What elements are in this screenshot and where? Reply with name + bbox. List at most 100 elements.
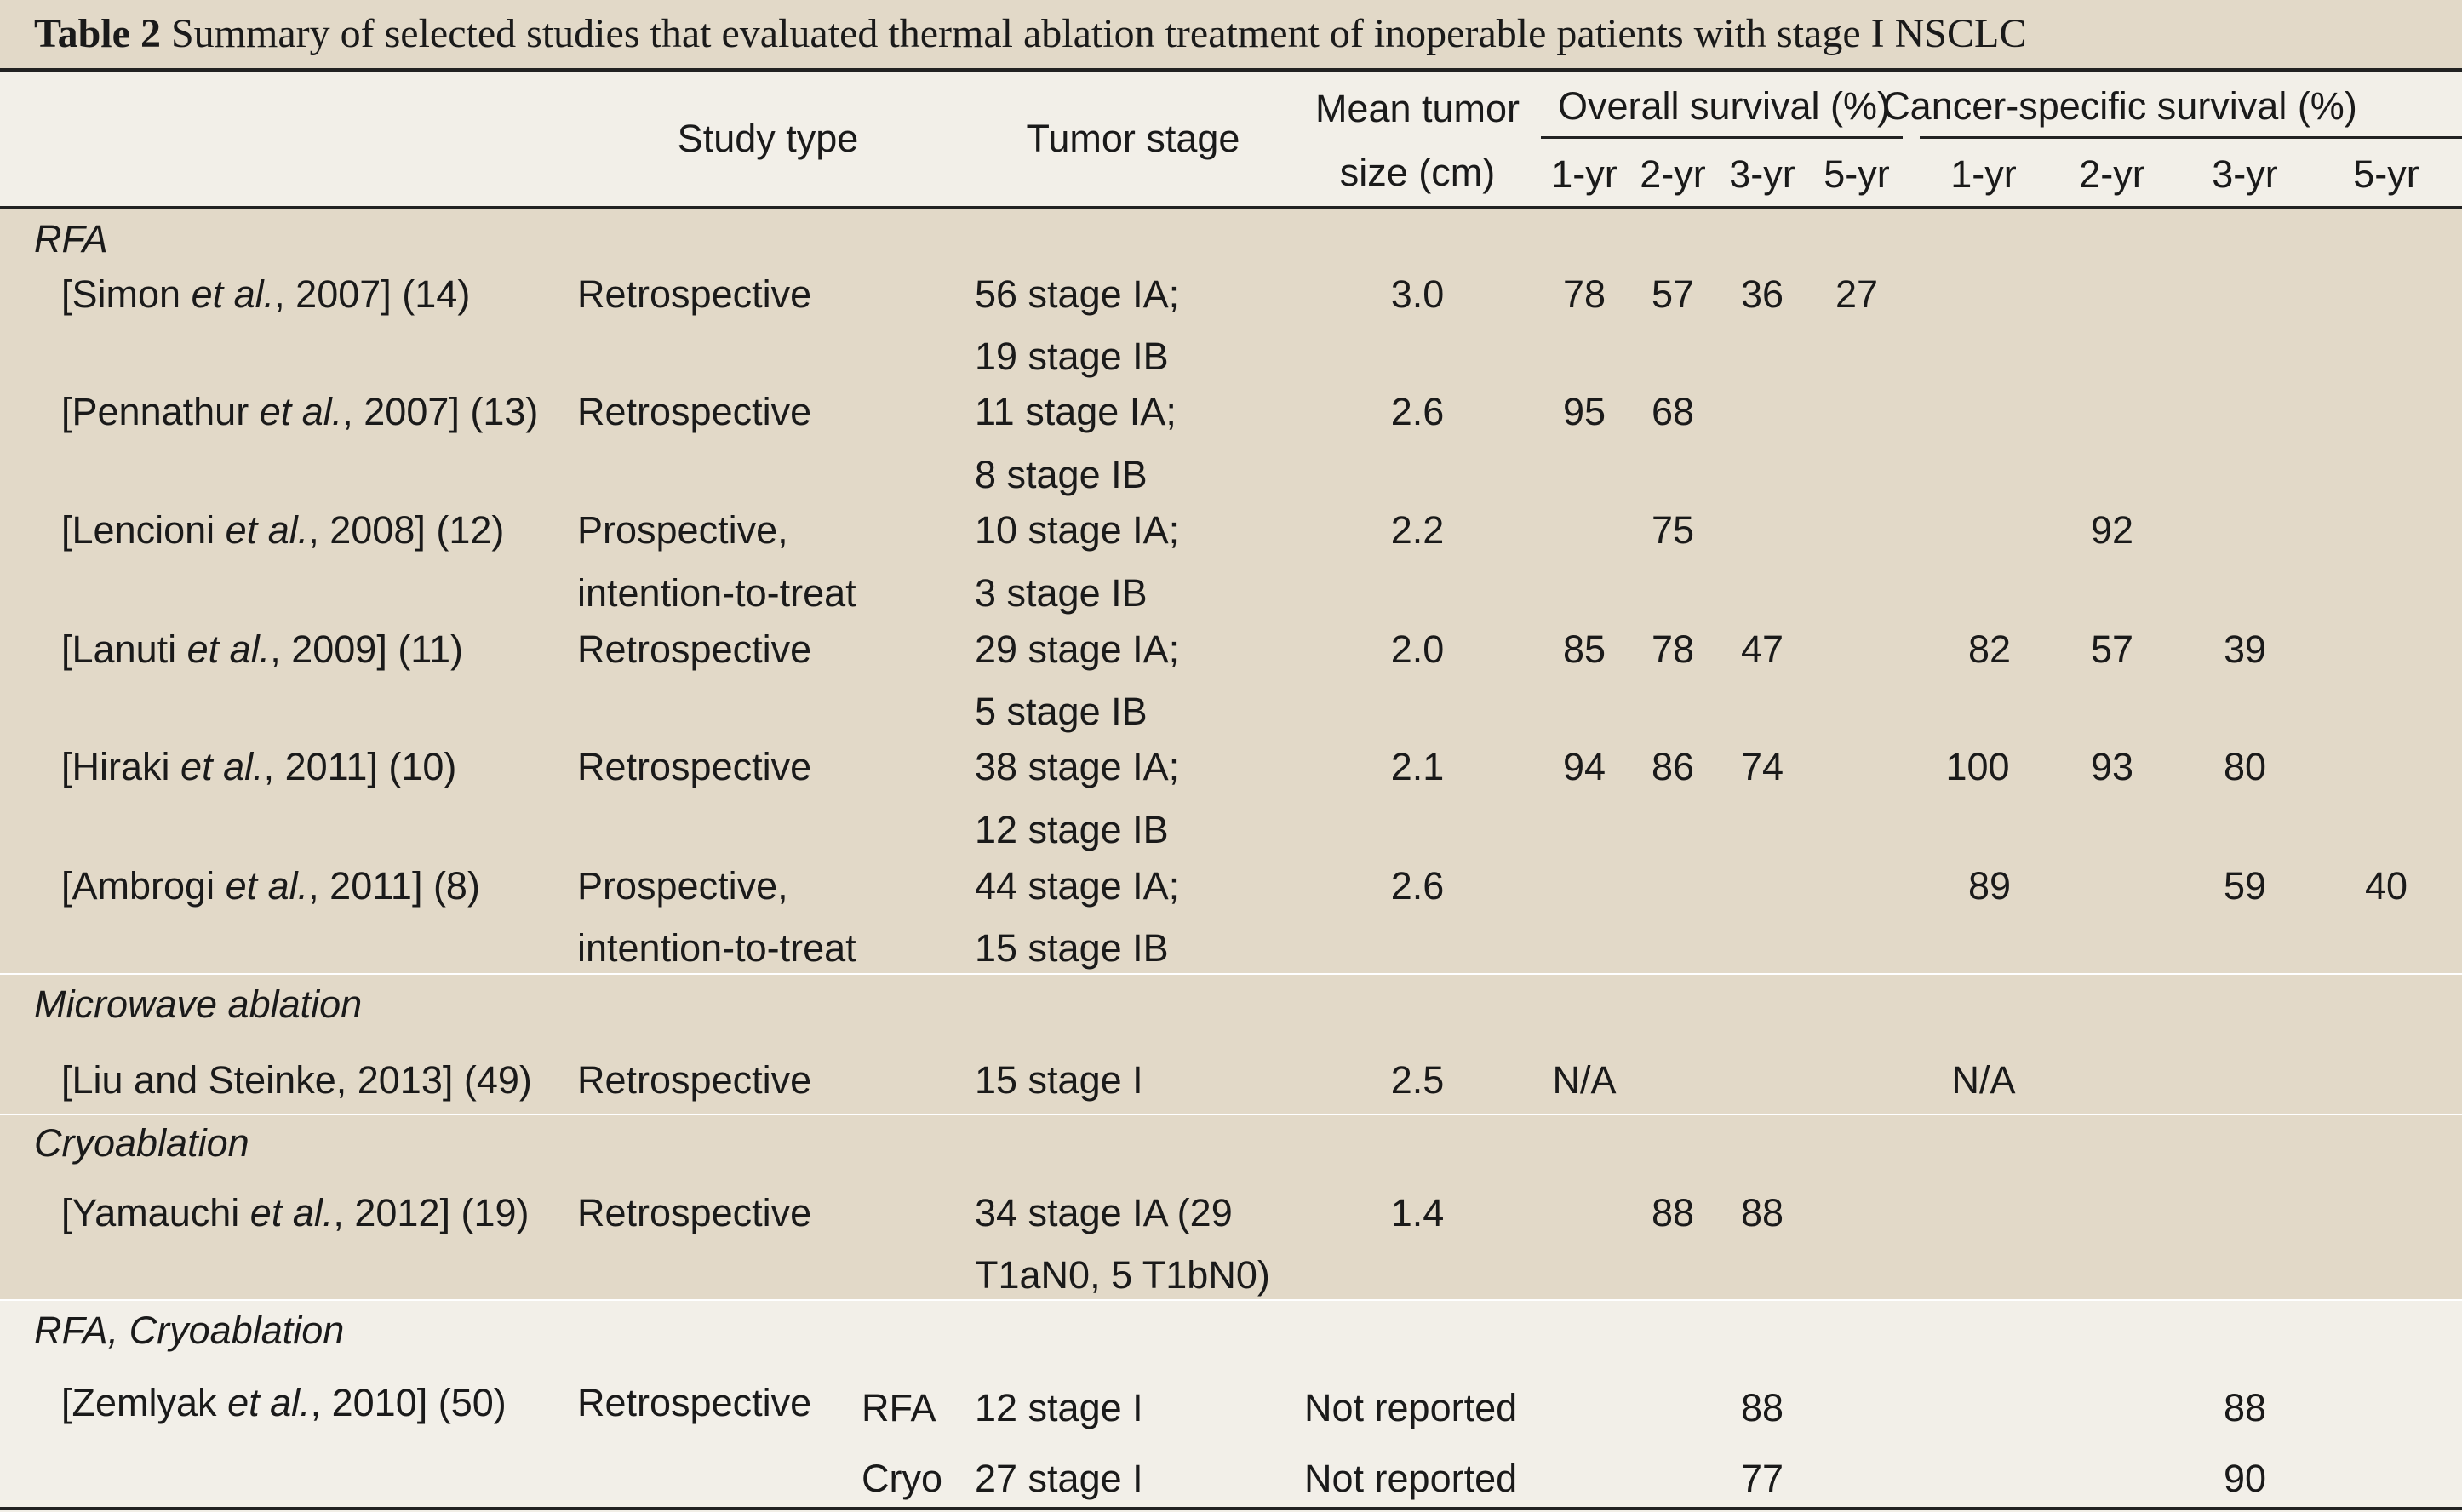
section-title: RFA xyxy=(34,217,108,261)
os-value: 77 xyxy=(1740,1457,1784,1500)
band-microwave xyxy=(0,975,2462,1114)
os-value: 88 xyxy=(1740,1191,1784,1234)
study-citation: [Yamauchi et al., 2012] (19) xyxy=(61,1191,530,1234)
study-type: Retrospective xyxy=(577,272,812,316)
section-title: Microwave ablation xyxy=(34,982,363,1026)
tumor-stage: 8 stage IB xyxy=(975,453,1148,496)
header-mean-size-2: size (cm) xyxy=(1339,151,1496,194)
tumor-stage: 12 stage I xyxy=(975,1386,1143,1429)
study-type: Retrospective xyxy=(577,745,812,788)
table-title: Table 2 Summary of selected studies that… xyxy=(34,10,2026,57)
cs-value: 39 xyxy=(2223,627,2267,671)
mean-size: Not reported xyxy=(1304,1386,1518,1429)
os-1yr: 1-yr xyxy=(1551,152,1617,196)
os-3yr: 3-yr xyxy=(1729,152,1795,196)
mean-size: 1.4 xyxy=(1390,1191,1445,1234)
tumor-stage: 44 stage IA; xyxy=(975,864,1180,908)
cs-2yr: 2-yr xyxy=(2079,152,2145,196)
separator xyxy=(0,1299,2462,1301)
os-value: 78 xyxy=(1651,627,1695,671)
study-citation: [Pennathur et al., 2007] (13) xyxy=(61,390,539,433)
os-value: 74 xyxy=(1740,745,1784,788)
section-title: RFA, Cryoablation xyxy=(34,1309,345,1352)
os-value: 36 xyxy=(1740,272,1784,316)
modality: Cryo xyxy=(862,1457,943,1500)
mean-size: 2.1 xyxy=(1390,745,1445,788)
mean-size: 2.6 xyxy=(1390,864,1445,908)
section-title: Cryoablation xyxy=(34,1121,249,1165)
study-type: intention-to-treat xyxy=(577,926,856,970)
header-cancer-specific: Cancer-specific survival (%) xyxy=(1882,84,2357,128)
tumor-stage: 11 stage IA; xyxy=(975,390,1177,433)
mean-size: 2.6 xyxy=(1390,390,1445,433)
tumor-stage: 34 stage IA (29 xyxy=(975,1191,1233,1234)
os-value: 57 xyxy=(1651,272,1695,316)
tumor-stage: 56 stage IA; xyxy=(975,272,1180,316)
table-title-text: Summary of selected studies that evaluat… xyxy=(170,11,2027,56)
os-value: 86 xyxy=(1651,745,1695,788)
os-value: 95 xyxy=(1562,390,1606,433)
os-value: 94 xyxy=(1562,745,1606,788)
os-value: 68 xyxy=(1651,390,1695,433)
os-value: 27 xyxy=(1835,272,1879,316)
cs-value: 59 xyxy=(2223,864,2267,908)
os-2yr: 2-yr xyxy=(1640,152,1706,196)
cs-value: N/A xyxy=(1951,1058,2016,1102)
mean-size: 3.0 xyxy=(1390,272,1445,316)
os-rule xyxy=(1541,136,1903,139)
mean-size: 2.5 xyxy=(1390,1058,1445,1102)
study-type: Retrospective xyxy=(577,1058,812,1102)
cs-value: 90 xyxy=(2223,1457,2267,1500)
study-type: Retrospective xyxy=(577,627,812,671)
tumor-stage: 15 stage I xyxy=(975,1058,1143,1102)
header-study-type: Study type xyxy=(677,117,859,160)
tumor-stage: 27 stage I xyxy=(975,1457,1143,1500)
mean-size: Not reported xyxy=(1304,1457,1518,1500)
study-citation: [Simon et al., 2007] (14) xyxy=(61,272,471,316)
table-header xyxy=(0,72,2462,209)
mean-size: 2.0 xyxy=(1390,627,1445,671)
cs-value: 89 xyxy=(1967,864,2012,908)
cs-value: 40 xyxy=(2364,864,2408,908)
tumor-stage: 19 stage IB xyxy=(975,335,1169,378)
band-cryo xyxy=(0,1115,2462,1299)
study-type: intention-to-treat xyxy=(577,571,856,615)
tumor-stage: 29 stage IA; xyxy=(975,627,1180,671)
os-value: 75 xyxy=(1651,508,1695,552)
tumor-stage: 15 stage IB xyxy=(975,926,1169,970)
cs-value: 80 xyxy=(2223,745,2267,788)
study-citation: [Hiraki et al., 2011] (10) xyxy=(61,745,457,788)
study-citation: [Lanuti et al., 2009] (11) xyxy=(61,627,464,671)
study-citation: [Liu and Steinke, 2013] (49) xyxy=(61,1058,532,1102)
os-value: N/A xyxy=(1552,1058,1617,1102)
cs-3yr: 3-yr xyxy=(2212,152,2278,196)
cs-value: 57 xyxy=(2090,627,2134,671)
cs-5yr: 5-yr xyxy=(2353,152,2419,196)
modality: RFA xyxy=(862,1386,936,1429)
cs-1yr: 1-yr xyxy=(1950,152,2017,196)
band-rfa xyxy=(0,209,2462,973)
bottom-rule xyxy=(0,1507,2462,1510)
header-overall-survival: Overall survival (%) xyxy=(1557,84,1891,128)
cs-value: 82 xyxy=(1967,627,2012,671)
study-type: Retrospective xyxy=(577,1381,812,1424)
os-5yr: 5-yr xyxy=(1824,152,1890,196)
header-mean-size-1: Mean tumor xyxy=(1314,87,1520,130)
cs-rule xyxy=(1920,136,2462,139)
study-citation: [Lencioni et al., 2008] (12) xyxy=(61,508,505,552)
cs-value: 92 xyxy=(2090,508,2134,552)
tumor-stage: 5 stage IB xyxy=(975,690,1148,733)
tumor-stage: 10 stage IA; xyxy=(975,508,1180,552)
separator xyxy=(0,1114,2462,1115)
os-value: 47 xyxy=(1740,627,1784,671)
separator xyxy=(0,973,2462,975)
title-band xyxy=(0,0,2462,72)
study-type: Retrospective xyxy=(577,1191,812,1234)
cs-value: 93 xyxy=(2090,745,2134,788)
cs-value: 88 xyxy=(2223,1386,2267,1429)
cs-value: 100 xyxy=(1945,745,2010,788)
os-value: 88 xyxy=(1651,1191,1695,1234)
study-type: Prospective, xyxy=(577,508,788,552)
study-citation: [Ambrogi et al., 2011] (8) xyxy=(61,864,480,908)
